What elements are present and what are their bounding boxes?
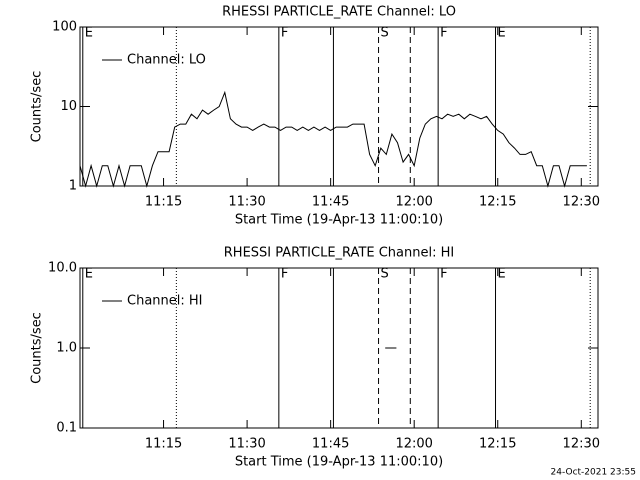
- chart-title: RHESSI PARTICLE_RATE Channel: LO: [222, 5, 456, 20]
- x-tick-label: 11:45: [312, 195, 349, 210]
- x-tick-label: 11:45: [312, 437, 349, 452]
- event-label: S: [381, 26, 389, 41]
- x-tick-label: 12:15: [479, 195, 516, 210]
- timestamp: 24-Oct-2021 23:55: [551, 468, 636, 478]
- x-axis-title: Start Time (19-Apr-13 11:00:10): [235, 455, 443, 470]
- event-label: S: [381, 267, 389, 282]
- y-axis-title: Counts/sec: [30, 71, 45, 143]
- chart-title: RHESSI PARTICLE_RATE Channel: HI: [224, 246, 454, 261]
- x-tick-label: 12:30: [563, 437, 600, 452]
- x-tick-label: 11:30: [228, 437, 265, 452]
- x-tick-label: 11:15: [145, 195, 182, 210]
- event-label: E: [85, 26, 93, 41]
- data-line: [79, 90, 587, 188]
- event-label: F: [440, 26, 447, 41]
- x-tick-label: 11:15: [145, 437, 182, 452]
- x-tick-label: 12:00: [395, 437, 432, 452]
- y-tick-label: 1: [69, 179, 77, 194]
- y-tick-label: 0.1: [56, 421, 77, 436]
- x-tick-label: 12:30: [563, 195, 600, 210]
- y-axis-title: Counts/sec: [30, 312, 45, 384]
- y-tick-label: 100: [52, 20, 77, 35]
- x-tick-label: 11:30: [228, 195, 265, 210]
- y-tick-label: 1.0: [56, 341, 77, 356]
- event-label: E: [498, 267, 506, 282]
- y-tick-label: 10.0: [48, 261, 77, 276]
- event-label: F: [281, 267, 288, 282]
- event-label: E: [498, 26, 506, 41]
- y-tick-label: 10: [60, 99, 77, 114]
- event-label: F: [281, 26, 288, 41]
- legend-label: Channel: LO: [127, 53, 206, 68]
- legend-label: Channel: HI: [127, 294, 203, 309]
- event-label: F: [440, 267, 447, 282]
- x-tick-label: 12:15: [479, 437, 516, 452]
- x-tick-label: 12:00: [395, 195, 432, 210]
- x-axis-title: Start Time (19-Apr-13 11:00:10): [235, 213, 443, 228]
- event-label: E: [85, 267, 93, 282]
